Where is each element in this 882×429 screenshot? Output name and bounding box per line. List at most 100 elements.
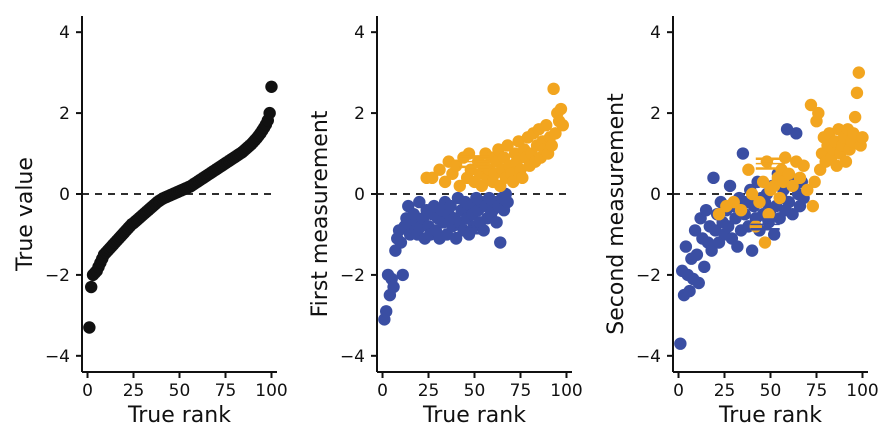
- data-point-orange: [433, 163, 446, 176]
- data-point-orange: [745, 187, 759, 201]
- data-point-blue: [379, 305, 393, 318]
- data-point-orange: [549, 127, 562, 140]
- mean-star-marker: *: [471, 153, 479, 172]
- data-point-blue: [690, 248, 704, 261]
- data-point-blue: [731, 240, 744, 253]
- mean-star-marker: *: [465, 219, 473, 238]
- data-point-orange: [808, 175, 821, 189]
- mean-marker-orange: *: [755, 155, 786, 174]
- x-tick-label: 75: [215, 381, 237, 401]
- data-point-orange: [793, 171, 807, 185]
- data-point-blue: [396, 268, 409, 282]
- y-tick-label: 4: [59, 23, 70, 43]
- data-point-blue: [699, 203, 713, 217]
- data-point-orange: [556, 119, 570, 132]
- data-point-orange: [540, 119, 553, 132]
- x-tick-label: 50: [169, 381, 191, 401]
- data-point-orange: [786, 179, 799, 193]
- data-point-blue: [707, 171, 720, 185]
- data-point-orange: [852, 66, 866, 79]
- y-axis-title: True value: [13, 157, 38, 272]
- x-tick-label: 100: [255, 381, 287, 401]
- data-point-blue: [683, 284, 696, 298]
- data-point-orange: [801, 183, 814, 197]
- panel-1: −4 −2 0 2 4 0 25 50 75 100 True rank True value: [13, 16, 288, 428]
- data-point-blue: [674, 337, 687, 350]
- y-tick-label: −4: [45, 347, 70, 367]
- data-point-orange: [449, 159, 463, 172]
- data-point-orange: [782, 167, 796, 180]
- data-point-orange: [547, 82, 560, 96]
- x-tick-label: 100: [550, 381, 582, 401]
- data-point-orange: [438, 175, 452, 189]
- data-point-orange: [806, 199, 820, 213]
- y-axis-title: First measurement: [308, 110, 333, 317]
- data-point-blue: [698, 260, 711, 274]
- y-tick-label: 0: [59, 185, 70, 205]
- data-point-blue: [490, 216, 503, 229]
- data-point-orange: [848, 110, 862, 124]
- data-point-orange: [762, 208, 775, 221]
- data-point-blue: [444, 199, 457, 213]
- x-tick-label: 75: [806, 381, 828, 401]
- x-axis-title: True rank: [127, 403, 231, 428]
- data-point-blue: [692, 276, 705, 290]
- x-tick-label: 0: [377, 381, 388, 401]
- data-point-blue: [494, 236, 507, 249]
- data-point-orange: [756, 175, 770, 189]
- y-tick-label: 2: [59, 104, 70, 124]
- y-tick-label: 2: [650, 104, 661, 124]
- x-tick-label: 100: [846, 381, 878, 401]
- x-tick-label: 50: [464, 381, 486, 401]
- data-point-blue: [723, 179, 737, 193]
- data-point-orange: [501, 139, 514, 152]
- x-axis-title: True rank: [422, 403, 526, 428]
- data-point-blue: [688, 224, 702, 237]
- data-point-black: [84, 280, 98, 294]
- data-point-blue: [477, 224, 490, 237]
- y-tick-label: 0: [354, 185, 365, 205]
- y-tick-label: −2: [340, 266, 365, 286]
- mean-marker-orange: *: [459, 153, 490, 172]
- data-point-orange: [734, 203, 748, 217]
- data-point-blue: [786, 208, 799, 221]
- x-tick-label: 25: [714, 381, 736, 401]
- mean-marker-blue: *: [454, 219, 484, 238]
- data-point-blue: [745, 244, 759, 257]
- data-point-orange: [758, 236, 772, 249]
- data-point-orange: [554, 102, 568, 116]
- data-point-orange: [425, 171, 439, 185]
- data-point-orange: [753, 195, 766, 209]
- data-point-blue: [721, 220, 735, 233]
- x-axis-title: True rank: [718, 403, 822, 428]
- y-tick-label: 4: [650, 23, 661, 43]
- mean-star-marker: *: [761, 215, 769, 234]
- data-point-blue: [736, 147, 750, 160]
- data-point-blue: [679, 240, 693, 253]
- data-point-orange: [712, 208, 726, 221]
- data-point-blue: [501, 195, 514, 209]
- mean-marker-blue: *: [750, 215, 780, 234]
- data-point-blue: [790, 127, 803, 140]
- data-point-orange: [742, 163, 755, 176]
- y-tick-label: −2: [45, 266, 70, 286]
- data-point-orange: [812, 106, 825, 120]
- data-point-orange: [839, 155, 853, 168]
- x-tick-label: 0: [673, 381, 684, 401]
- y-tick-label: −2: [636, 266, 661, 286]
- data-point-orange: [804, 98, 818, 112]
- data-point-orange: [516, 171, 529, 185]
- data-point-orange: [773, 191, 786, 205]
- x-tick-label: 50: [760, 381, 782, 401]
- x-tick-label: 75: [510, 381, 532, 401]
- x-tick-label: 25: [418, 381, 440, 401]
- y-axis-title: Second measurement: [604, 93, 629, 335]
- x-tick-label: 0: [82, 381, 93, 401]
- x-tick-label: 25: [123, 381, 145, 401]
- data-point-orange: [856, 131, 869, 144]
- y-tick-label: −4: [340, 347, 365, 367]
- data-point-blue: [767, 228, 781, 241]
- data-point-orange: [453, 179, 466, 193]
- data-point-black: [83, 321, 96, 334]
- data-point-blue: [394, 236, 408, 249]
